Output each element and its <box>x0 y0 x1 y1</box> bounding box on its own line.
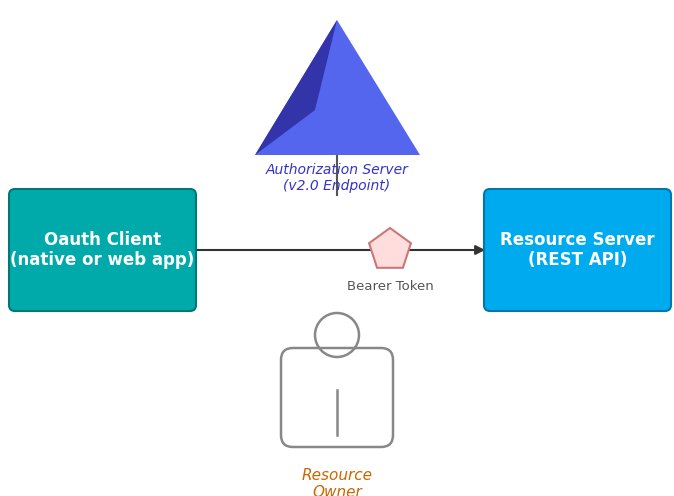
Text: Authorization Server
(v2.0 Endpoint): Authorization Server (v2.0 Endpoint) <box>266 163 408 193</box>
Text: Resource Server
(REST API): Resource Server (REST API) <box>500 231 655 269</box>
Polygon shape <box>369 228 411 268</box>
Text: Oauth Client
(native or web app): Oauth Client (native or web app) <box>10 231 195 269</box>
Text: Bearer Token: Bearer Token <box>346 280 433 293</box>
FancyBboxPatch shape <box>9 189 196 311</box>
Polygon shape <box>255 20 337 155</box>
Polygon shape <box>255 20 420 155</box>
Text: Resource
Owner
(End-User): Resource Owner (End-User) <box>297 468 377 496</box>
FancyBboxPatch shape <box>484 189 671 311</box>
